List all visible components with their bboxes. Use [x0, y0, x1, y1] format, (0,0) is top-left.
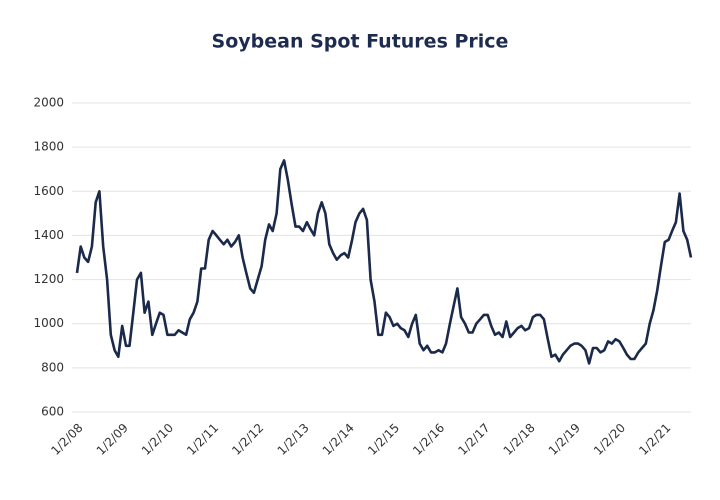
x-tick-label: 1/2/15: [365, 421, 402, 458]
x-tick-label: 1/2/16: [410, 421, 447, 458]
y-tick-label: 1000: [33, 316, 64, 330]
y-tick-label: 2000: [33, 96, 64, 110]
y-tick-label: 1400: [33, 228, 64, 242]
x-tick-label: 1/2/21: [636, 421, 673, 458]
x-tick-label: 1/2/08: [48, 421, 85, 458]
y-tick-label: 1200: [33, 272, 64, 286]
x-tick-label: 1/2/17: [455, 421, 492, 458]
x-tick-label: 1/2/18: [501, 421, 538, 458]
y-tick-label: 1600: [33, 184, 64, 198]
y-tick-label: 1800: [33, 140, 64, 154]
y-tick-label: 800: [41, 360, 64, 374]
x-tick-label: 1/2/12: [229, 421, 266, 458]
x-tick-label: 1/2/19: [546, 421, 583, 458]
y-tick-label: 600: [41, 405, 64, 419]
x-tick-label: 1/2/14: [320, 421, 357, 458]
chart-title: Soybean Spot Futures Price: [212, 31, 509, 53]
x-tick-label: 1/2/11: [184, 421, 221, 458]
x-tick-label: 1/2/20: [591, 421, 628, 458]
x-tick-label: 1/2/10: [139, 421, 176, 458]
x-tick-label: 1/2/09: [94, 421, 131, 458]
x-tick-label: 1/2/13: [275, 421, 312, 458]
price-line: [75, 159, 693, 365]
